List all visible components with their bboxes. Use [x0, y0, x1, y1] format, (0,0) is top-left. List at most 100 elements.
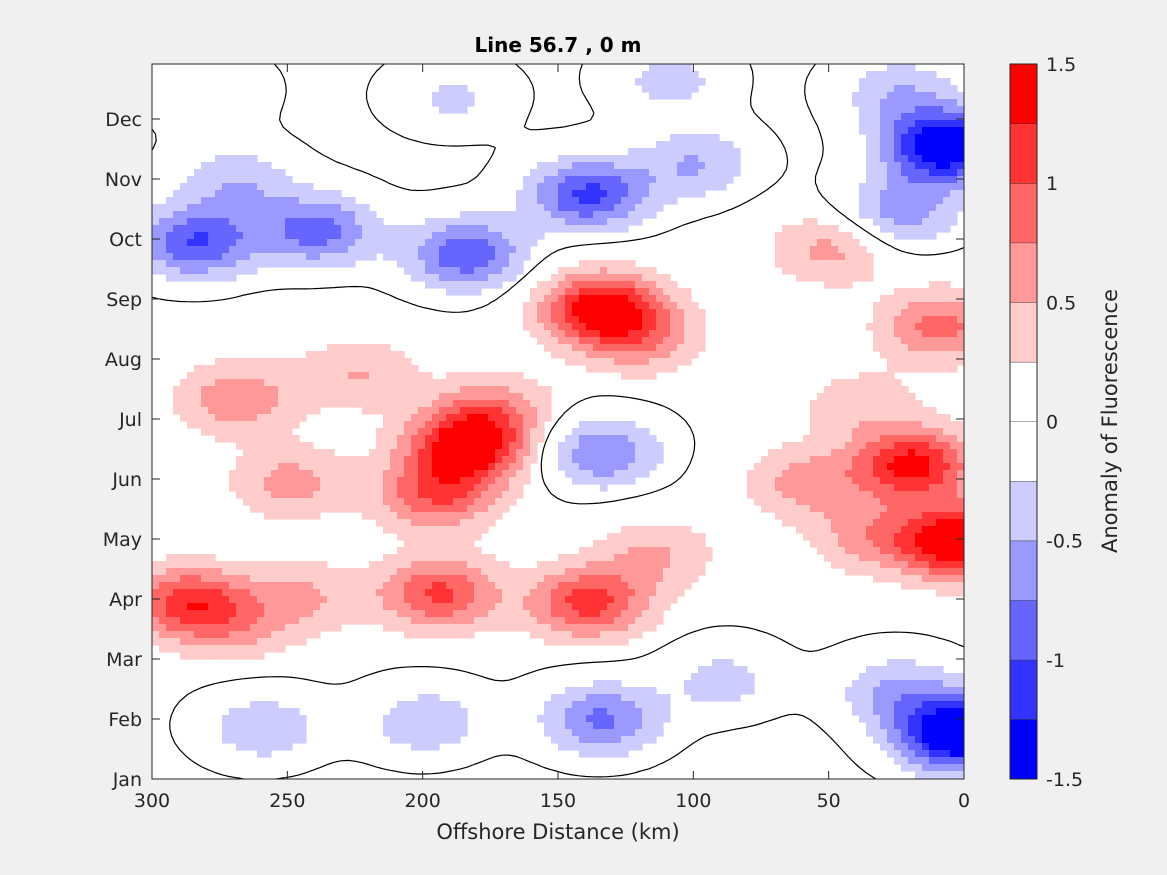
field-cell — [348, 232, 356, 240]
field-cell — [922, 344, 930, 352]
field-cell — [859, 694, 867, 702]
field-cell — [936, 344, 944, 352]
field-cell — [250, 624, 258, 632]
field-cell — [950, 316, 958, 324]
field-cell — [243, 491, 251, 499]
field-cell — [313, 393, 321, 401]
field-cell — [873, 379, 881, 387]
field-cell — [355, 603, 363, 611]
field-cell — [943, 554, 951, 562]
field-cell — [943, 484, 951, 492]
field-cell — [901, 407, 909, 415]
field-cell — [201, 575, 209, 583]
field-cell — [439, 281, 447, 289]
field-cell — [460, 400, 468, 408]
field-cell — [467, 253, 475, 261]
field-cell — [215, 624, 223, 632]
field-cell — [474, 260, 482, 268]
field-cell — [698, 148, 706, 156]
field-cell — [509, 589, 517, 597]
field-cell — [789, 253, 797, 261]
field-cell — [523, 190, 531, 198]
field-cell — [264, 183, 272, 191]
field-cell — [894, 323, 902, 331]
field-cell — [341, 575, 349, 583]
field-cell — [481, 575, 489, 583]
field-cell — [600, 631, 608, 639]
field-cell — [663, 330, 671, 338]
field-cell — [691, 351, 699, 359]
field-cell — [628, 477, 636, 485]
field-cell — [467, 526, 475, 534]
field-cell — [887, 218, 895, 226]
field-cell — [943, 288, 951, 296]
field-cell — [635, 596, 643, 604]
field-cell — [236, 715, 244, 723]
field-cell — [635, 568, 643, 576]
field-cell — [845, 260, 853, 268]
field-cell — [880, 470, 888, 478]
field-cell — [481, 582, 489, 590]
field-cell — [250, 162, 258, 170]
field-cell — [292, 617, 300, 625]
field-cell — [439, 596, 447, 604]
field-cell — [278, 421, 286, 429]
field-cell — [208, 197, 216, 205]
field-cell — [789, 260, 797, 268]
field-cell — [334, 491, 342, 499]
field-cell — [803, 477, 811, 485]
field-cell — [754, 491, 762, 499]
field-cell — [362, 344, 370, 352]
field-cell — [530, 456, 538, 464]
field-cell — [831, 526, 839, 534]
field-cell — [775, 470, 783, 478]
field-cell — [474, 547, 482, 555]
field-cell — [320, 575, 328, 583]
field-cell — [299, 183, 307, 191]
field-cell — [551, 617, 559, 625]
field-cell — [873, 197, 881, 205]
field-cell — [635, 190, 643, 198]
field-cell — [922, 155, 930, 163]
field-cell — [355, 582, 363, 590]
field-cell — [467, 624, 475, 632]
field-cell — [600, 589, 608, 597]
field-cell — [285, 379, 293, 387]
field-cell — [334, 365, 342, 373]
field-cell — [453, 519, 461, 527]
field-cell — [271, 428, 279, 436]
field-cell — [530, 575, 538, 583]
field-cell — [278, 190, 286, 198]
field-cell — [236, 218, 244, 226]
field-cell — [579, 316, 587, 324]
field-cell — [376, 491, 384, 499]
field-cell — [936, 288, 944, 296]
field-cell — [264, 169, 272, 177]
field-cell — [586, 218, 594, 226]
field-cell — [684, 561, 692, 569]
field-cell — [425, 631, 433, 639]
field-cell — [943, 687, 951, 695]
field-cell — [621, 323, 629, 331]
field-cell — [691, 330, 699, 338]
field-cell — [215, 239, 223, 247]
field-cell — [201, 260, 209, 268]
field-cell — [950, 533, 958, 541]
field-cell — [733, 673, 741, 681]
field-cell — [600, 197, 608, 205]
field-cell — [194, 232, 202, 240]
field-cell — [173, 589, 181, 597]
field-cell — [530, 302, 538, 310]
field-cell — [306, 246, 314, 254]
field-cell — [663, 526, 671, 534]
field-cell — [460, 232, 468, 240]
field-cell — [173, 645, 181, 653]
field-cell — [719, 148, 727, 156]
field-cell — [880, 302, 888, 310]
field-cell — [257, 442, 265, 450]
field-cell — [936, 127, 944, 135]
field-cell — [236, 253, 244, 261]
field-cell — [901, 71, 909, 79]
field-cell — [460, 603, 468, 611]
field-cell — [488, 589, 496, 597]
